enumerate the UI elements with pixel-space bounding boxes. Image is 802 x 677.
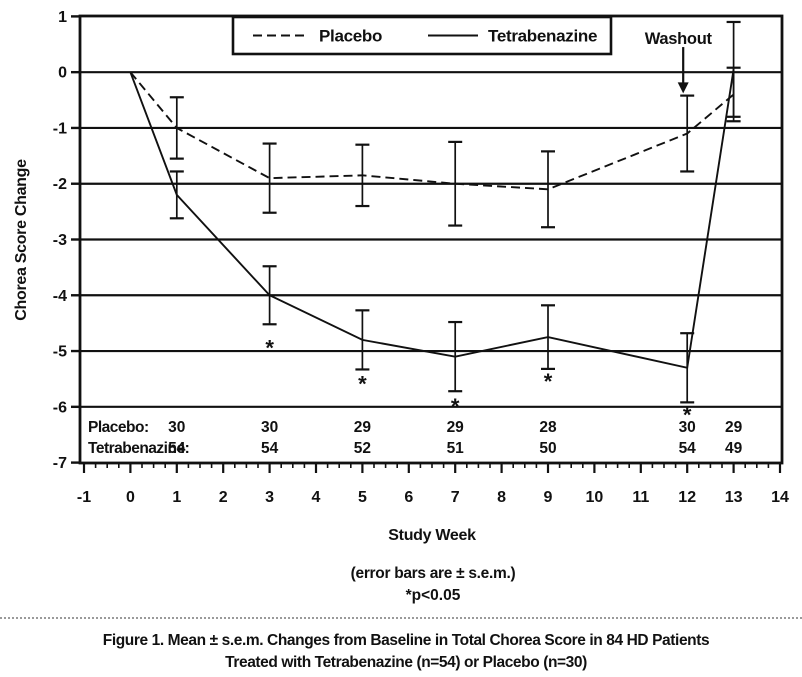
sample-size-value: 54: [679, 440, 697, 457]
sample-size-value: 30: [168, 419, 185, 436]
significance-star: *: [265, 335, 274, 360]
x-axis-title: Study Week: [388, 527, 476, 544]
y-tick-label: 0: [58, 65, 67, 82]
significance-stars: * * * * *: [265, 335, 692, 427]
significance-star: *: [683, 402, 692, 427]
y-tick-label: -4: [53, 288, 67, 305]
y-axis-title: Chorea Score Change: [13, 159, 30, 321]
sample-size-value: 29: [725, 419, 743, 436]
sample-size-value: 50: [539, 440, 556, 457]
x-tick-label: 6: [404, 489, 413, 506]
legend: Placebo Tetrabenazine: [231, 15, 613, 56]
x-tick-label: 2: [219, 489, 228, 506]
x-tick-label: 11: [632, 489, 649, 506]
y-tick-label: -6: [53, 399, 67, 416]
x-tick-label: 0: [126, 489, 135, 506]
pvalue-note: *p<0.05: [406, 587, 461, 604]
x-tick-label: 5: [358, 489, 367, 506]
significance-star: *: [358, 372, 367, 397]
legend-label-placebo: Placebo: [319, 27, 382, 46]
error-bar-note: (error bars are ± s.e.m.): [351, 565, 516, 582]
x-tick-label: 10: [586, 489, 604, 506]
significance-star: *: [544, 369, 553, 394]
x-tick-label: 4: [312, 489, 321, 506]
sample-size-value: 49: [725, 440, 743, 457]
legend-box: [231, 15, 613, 56]
footnotes: (error bars are ± s.e.m.) *p<0.05: [351, 565, 516, 604]
y-tick-label: -1: [53, 120, 67, 137]
x-tick-label: -1: [77, 489, 91, 506]
x-tick-label: 3: [265, 489, 274, 506]
x-tick-label: 14: [771, 489, 789, 506]
sample-row-label: Placebo:: [88, 419, 149, 436]
sample-size-value: 29: [447, 419, 465, 436]
x-tick-label: 1: [172, 489, 181, 506]
error-bars-placebo: [169, 66, 741, 229]
washout-annotation: Washout: [645, 30, 713, 94]
caption-line-2: Treated with Tetrabenazine (n=54) or Pla…: [225, 654, 587, 671]
y-tick-label: 1: [58, 9, 67, 26]
x-tick-label: 9: [544, 489, 553, 506]
y-tick-label: -2: [53, 176, 67, 193]
sample-size-value: 52: [354, 440, 371, 457]
sample-size-value: 54: [168, 440, 186, 457]
legend-label-tetrabenazine: Tetrabenazine: [488, 27, 597, 46]
y-gridlines: [80, 71, 782, 408]
x-tick-label: 7: [451, 489, 460, 506]
sample-size-value: 30: [261, 419, 278, 436]
y-tick-label: -7: [53, 455, 67, 472]
x-tick-label: 8: [497, 489, 506, 506]
significance-star: *: [451, 394, 460, 419]
caption: Figure 1. Mean ± s.e.m. Changes from Bas…: [103, 632, 710, 671]
y-tick-label: -3: [53, 232, 67, 249]
sample-size-value: 51: [447, 440, 465, 457]
series-line-tetrabenazine: [129, 69, 735, 369]
document-divider: [0, 617, 802, 619]
series-line-placebo: [129, 71, 735, 191]
y-tick-label: -5: [53, 344, 67, 361]
x-tick-label: 12: [678, 489, 696, 506]
washout-arrowhead-icon: [677, 82, 689, 94]
x-tick-label: 13: [725, 489, 743, 506]
sample-row-label: Tetrabenazine:: [88, 440, 189, 457]
sample-size-value: 28: [539, 419, 557, 436]
sample-size-value: 30: [679, 419, 696, 436]
y-axis: 1 0 -1 -2 -3 -4 -5 -6 -7: [53, 9, 80, 472]
washout-label: Washout: [645, 30, 713, 48]
sample-size-value: 54: [261, 440, 279, 457]
caption-line-1: Figure 1. Mean ± s.e.m. Changes from Bas…: [103, 632, 709, 649]
sample-size-value: 29: [354, 419, 372, 436]
